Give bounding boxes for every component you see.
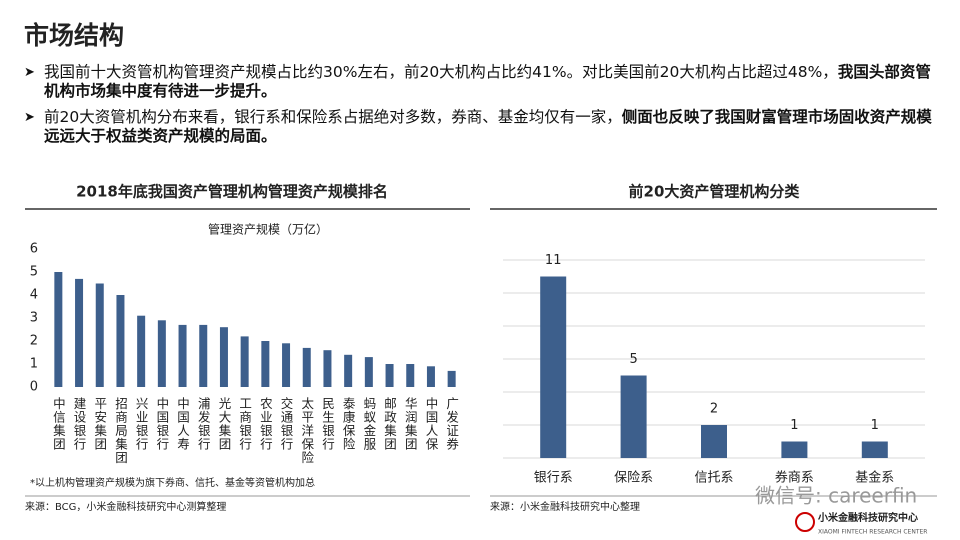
x-tick-label: 太平洋保险 [299,396,314,465]
bar [620,375,647,458]
logo-icon [795,512,815,532]
bar [364,357,373,387]
logo-name: 小米金融科技研究中心 [817,511,918,524]
bar [426,366,435,387]
logo-english: XIAOMI FINTECH RESEARCH CENTER [818,529,927,536]
y-tick-label: 5 [30,265,38,280]
bar [385,364,394,387]
bullet-list: 我国前十大资管机构管理资产规模占比约30%左右，前20大机构占比约41%。对比美… [24,63,939,153]
x-tick-label: 银行系 [534,471,573,486]
chart-title: 2018年底我国资产管理机构管理资产规模排名 [76,183,388,201]
bar [157,320,166,387]
x-tick-label: 泰康保险 [341,397,356,451]
x-tick-label: 券商系 [775,470,814,486]
y-tick-label: 1 [30,357,38,372]
bar [199,324,208,387]
data-label: 1 [790,418,798,433]
bar [95,283,104,387]
y-tick-label: 2 [30,334,38,349]
x-tick-label: 信托系 [694,471,733,486]
bar [781,441,808,458]
x-tick-label: 保险系 [614,471,653,486]
bar [282,343,291,387]
bar [701,425,727,458]
x-tick-label: 浦发银行 [196,397,211,451]
x-tick-label: 兴业银行 [134,397,149,451]
x-tick-label: 华润集团 [403,396,418,451]
x-tick-label: 中国银行 [154,396,169,451]
x-tick-label: 招商局集团 [113,397,128,465]
bullet: 我国前十大资管机构管理资产规模占比约30%左右，前20大机构占比约41%。对比美… [24,63,939,101]
x-tick-label: 建设银行 [72,397,87,451]
data-label: 1 [871,418,879,433]
x-tick-label: 农业银行 [258,397,273,451]
x-tick-label: 蚂蚁金服 [361,396,376,451]
footnote: *以上机构管理资产规模为旗下券商、信托、基金等资管机构加总 [30,476,315,489]
data-label: 5 [629,352,637,367]
x-tick-label: 工商银行 [237,397,252,451]
bar [116,295,125,387]
bullet-text: 侧面也反映了我国财富管理市场固收资产规模远远大于权益类资产规模的局面。 [44,108,932,145]
source: 来源：BCG，小米金融科技研究中心测算整理 [25,500,226,513]
watermark: 微信号: careerfin [755,484,917,508]
bar [261,341,270,387]
bar [540,276,567,458]
bar [447,370,456,387]
x-tick-label: 邮政集团 [382,397,397,451]
x-tick-label: 光大集团 [216,397,231,451]
bullet-text: 我国头部资管机构市场集中度有待进一步提升。 [44,63,931,100]
bar [75,278,84,387]
bar [219,327,228,387]
x-tick-label: 广发证券 [444,397,459,451]
y-tick-label: 6 [30,242,38,257]
bullet-text: 前20大资管机构分布来看，银行系和保险系占据绝对多数，券商、基金均仅有一家， [44,108,622,126]
slide-title: 市场结构 [24,21,124,50]
bar [240,336,249,387]
source: 来源：小米金融科技研究中心整理 [490,500,640,513]
chart-title: 前20大资产管理机构分类 [629,183,801,201]
x-tick-label: 民生银行 [320,397,335,451]
bar [302,347,311,387]
bar [54,272,63,387]
bullet-text: 我国前十大资管机构管理资产规模占比约30%左右，前20大机构占比约41%。对比美… [44,63,838,81]
y-tick-label: 4 [30,288,38,303]
bar [861,441,888,458]
bullet: 前20大资管机构分布来看，银行系和保险系占据绝对多数，券商、基金均仅有一家，侧面… [24,108,939,146]
y-tick-label: 3 [30,311,38,326]
y-tick-label: 0 [30,380,38,395]
x-tick-label: 平安集团 [92,397,107,451]
bar [323,350,332,387]
axis-label: 管理资产规模（万亿） [208,222,328,237]
data-label: 2 [710,402,718,417]
bar [178,324,187,387]
x-tick-label: 中国人保 [423,396,438,451]
x-tick-label: 中国人寿 [175,396,190,451]
bar [137,315,146,387]
x-tick-label: 交通银行 [279,396,294,451]
x-tick-label: 中信集团 [51,396,66,451]
bar [344,354,353,387]
data-label: 11 [545,253,562,268]
x-tick-label: 基金系 [855,470,894,486]
bar [406,364,415,387]
